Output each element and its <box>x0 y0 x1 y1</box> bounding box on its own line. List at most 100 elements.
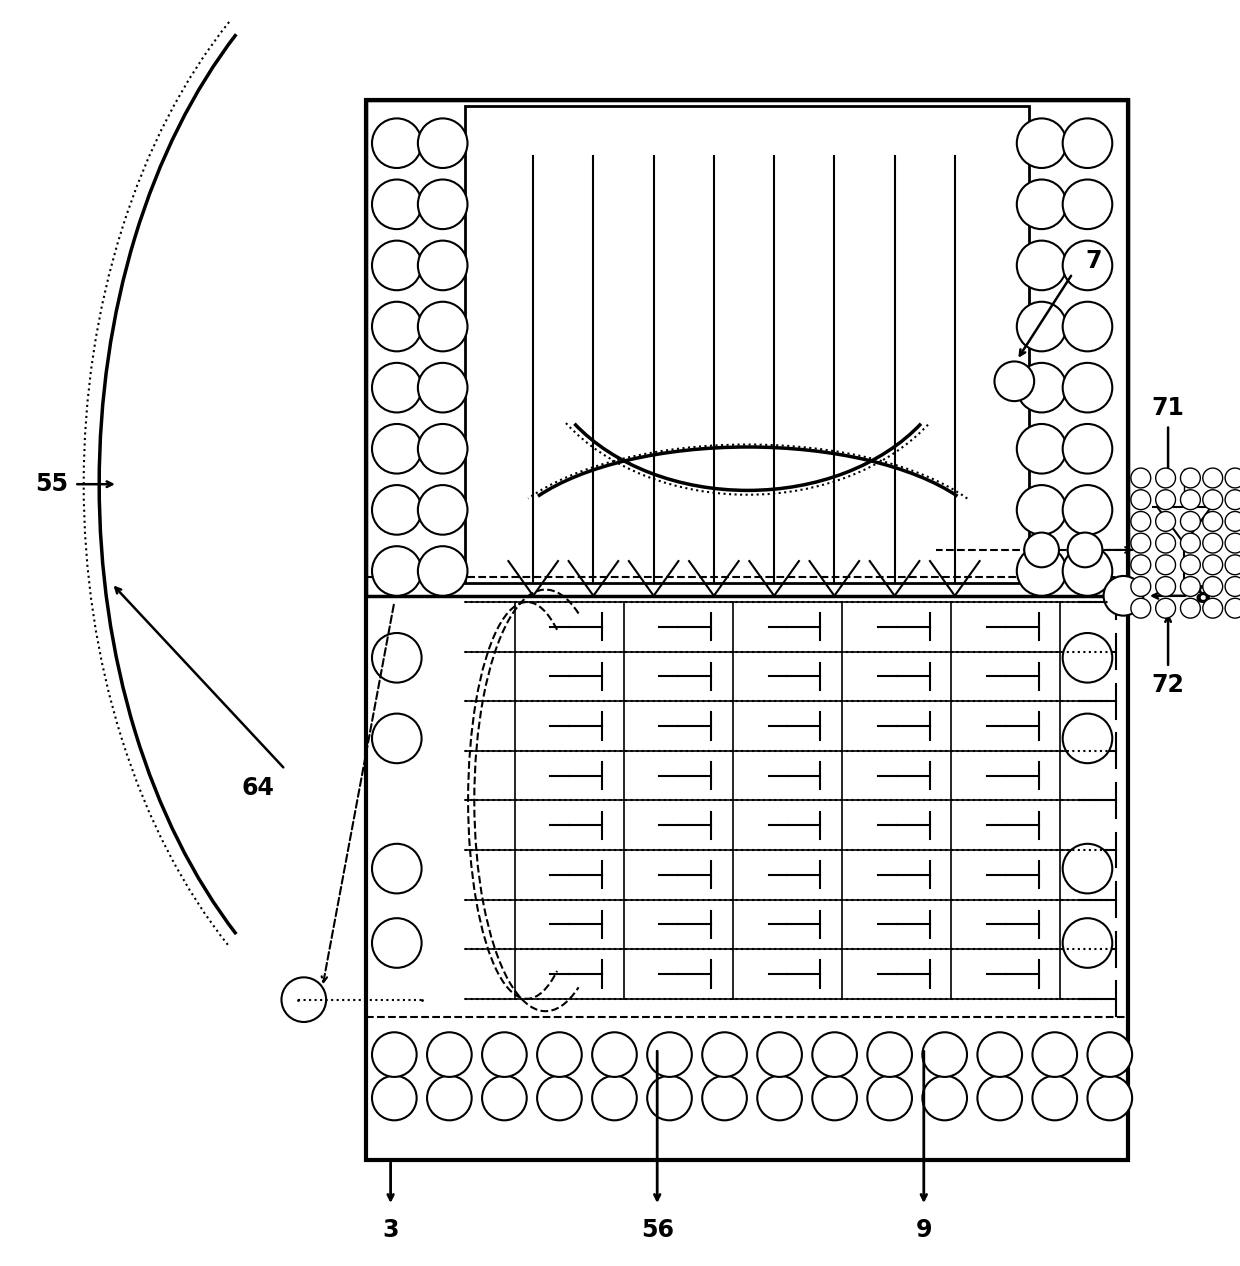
Circle shape <box>1131 533 1151 553</box>
Circle shape <box>372 119 422 168</box>
Circle shape <box>372 363 422 413</box>
Circle shape <box>1017 363 1066 413</box>
Circle shape <box>1131 468 1151 487</box>
Circle shape <box>1017 241 1066 290</box>
Circle shape <box>1156 555 1176 575</box>
Text: 7: 7 <box>1085 249 1101 273</box>
Circle shape <box>593 1076 637 1120</box>
Text: 3: 3 <box>382 1218 399 1242</box>
Circle shape <box>1068 533 1102 567</box>
Circle shape <box>418 241 467 290</box>
Circle shape <box>372 1032 417 1077</box>
Circle shape <box>372 844 422 894</box>
Circle shape <box>537 1076 582 1120</box>
Circle shape <box>281 977 326 1022</box>
Circle shape <box>1017 301 1066 352</box>
Circle shape <box>372 485 422 534</box>
Circle shape <box>1063 844 1112 894</box>
Circle shape <box>647 1032 692 1077</box>
Circle shape <box>977 1032 1022 1077</box>
Circle shape <box>1131 555 1151 575</box>
Circle shape <box>1203 599 1223 618</box>
Circle shape <box>372 918 422 967</box>
Circle shape <box>1225 599 1240 618</box>
Text: 8: 8 <box>1194 584 1210 608</box>
Circle shape <box>1131 490 1151 510</box>
Circle shape <box>1225 490 1240 510</box>
Circle shape <box>418 119 467 168</box>
Text: 72: 72 <box>1152 672 1184 696</box>
Circle shape <box>1063 301 1112 352</box>
Circle shape <box>1225 576 1240 596</box>
Circle shape <box>372 633 422 682</box>
Circle shape <box>1203 490 1223 510</box>
Text: 56: 56 <box>641 1218 673 1242</box>
Text: 64: 64 <box>242 776 275 800</box>
Circle shape <box>427 1076 471 1120</box>
Circle shape <box>1180 511 1200 532</box>
Circle shape <box>867 1076 911 1120</box>
Circle shape <box>1017 546 1066 596</box>
Circle shape <box>1180 468 1200 487</box>
Text: 55: 55 <box>35 472 68 496</box>
Circle shape <box>372 424 422 473</box>
Circle shape <box>1156 468 1176 487</box>
Circle shape <box>702 1032 746 1077</box>
Circle shape <box>593 1032 637 1077</box>
Circle shape <box>1180 555 1200 575</box>
Circle shape <box>812 1032 857 1077</box>
Circle shape <box>1063 633 1112 682</box>
Circle shape <box>372 546 422 596</box>
Circle shape <box>418 424 467 473</box>
Circle shape <box>372 241 422 290</box>
Circle shape <box>1063 714 1112 763</box>
Bar <box>366 100 1128 596</box>
Circle shape <box>1156 599 1176 618</box>
Circle shape <box>1180 576 1200 596</box>
Text: 9: 9 <box>915 1218 932 1242</box>
Circle shape <box>482 1032 527 1077</box>
Circle shape <box>1180 490 1200 510</box>
Circle shape <box>758 1076 802 1120</box>
Circle shape <box>372 714 422 763</box>
Circle shape <box>1063 180 1112 229</box>
Circle shape <box>1156 490 1176 510</box>
Bar <box>366 100 1128 1160</box>
Circle shape <box>1024 533 1059 567</box>
Circle shape <box>1017 485 1066 534</box>
Circle shape <box>1087 1032 1132 1077</box>
Circle shape <box>1156 511 1176 532</box>
Circle shape <box>1063 546 1112 596</box>
Circle shape <box>923 1076 967 1120</box>
Circle shape <box>372 301 422 352</box>
Circle shape <box>1203 533 1223 553</box>
Circle shape <box>1063 363 1112 413</box>
Circle shape <box>372 180 422 229</box>
Circle shape <box>1225 555 1240 575</box>
Circle shape <box>1063 424 1112 473</box>
Circle shape <box>418 301 467 352</box>
Circle shape <box>1131 511 1151 532</box>
Circle shape <box>1063 119 1112 168</box>
Circle shape <box>1017 424 1066 473</box>
Circle shape <box>1156 576 1176 596</box>
Circle shape <box>758 1032 802 1077</box>
Circle shape <box>482 1076 527 1120</box>
Circle shape <box>1203 511 1223 532</box>
Circle shape <box>427 1032 471 1077</box>
Circle shape <box>1017 119 1066 168</box>
Circle shape <box>867 1032 911 1077</box>
Circle shape <box>1033 1076 1078 1120</box>
Bar <box>366 577 1128 1018</box>
Circle shape <box>1180 533 1200 553</box>
Circle shape <box>372 1076 417 1120</box>
Bar <box>465 106 1029 584</box>
Circle shape <box>1203 555 1223 575</box>
Circle shape <box>647 1076 692 1120</box>
Circle shape <box>923 1032 967 1077</box>
Circle shape <box>1225 511 1240 532</box>
Circle shape <box>1063 241 1112 290</box>
Circle shape <box>418 546 467 596</box>
Circle shape <box>1203 468 1223 487</box>
Circle shape <box>702 1076 746 1120</box>
